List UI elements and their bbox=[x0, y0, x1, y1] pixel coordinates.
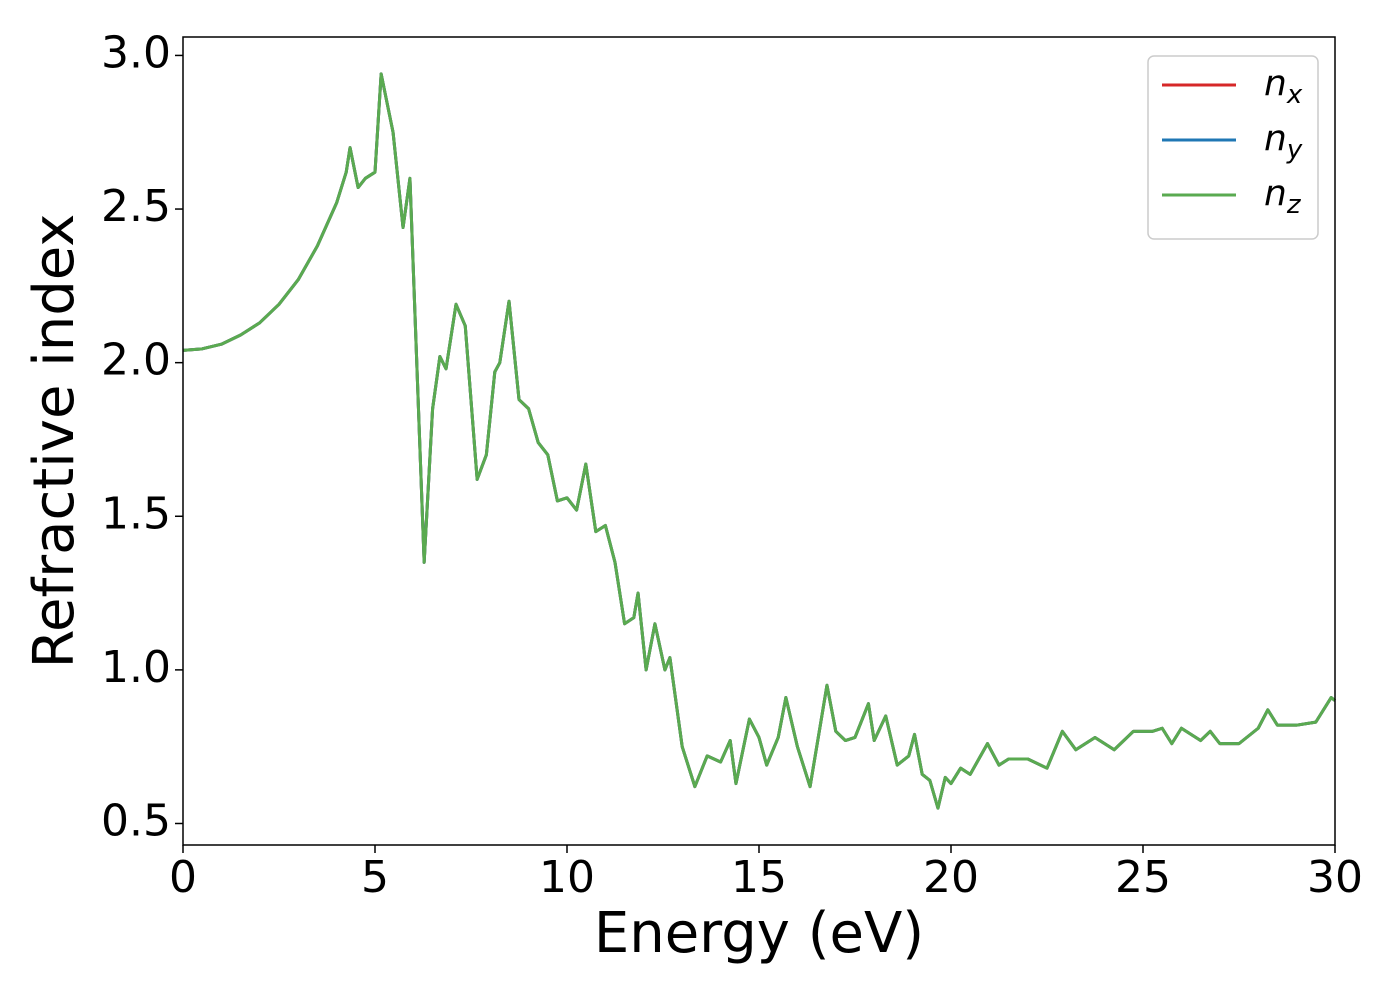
series-line bbox=[182, 72, 1336, 810]
legend-label: nz bbox=[1264, 173, 1302, 220]
x-tick-label: 15 bbox=[731, 852, 787, 903]
y-tick-label: 2.0 bbox=[101, 335, 171, 386]
x-tick-label: 5 bbox=[361, 852, 389, 903]
y-axis-label: Refractive index bbox=[22, 214, 87, 669]
legend-label: nx bbox=[1264, 63, 1303, 110]
x-tick-label: 25 bbox=[1115, 852, 1171, 903]
y-tick-label: 1.0 bbox=[101, 642, 171, 693]
y-tick-label: 3.0 bbox=[101, 27, 171, 78]
x-tick-label: 0 bbox=[169, 852, 197, 903]
x-axis-label: Energy (eV) bbox=[594, 901, 924, 966]
x-tick-label: 10 bbox=[539, 852, 595, 903]
legend-box bbox=[1147, 55, 1319, 240]
x-tick-label: 30 bbox=[1307, 852, 1363, 903]
legend-label: ny bbox=[1264, 118, 1303, 165]
plot-frame bbox=[182, 36, 1336, 846]
x-tick-label: 20 bbox=[923, 852, 979, 903]
y-tick-label: 2.5 bbox=[101, 181, 171, 232]
y-tick-label: 1.5 bbox=[101, 488, 171, 539]
y-tick-label: 0.5 bbox=[101, 795, 171, 846]
